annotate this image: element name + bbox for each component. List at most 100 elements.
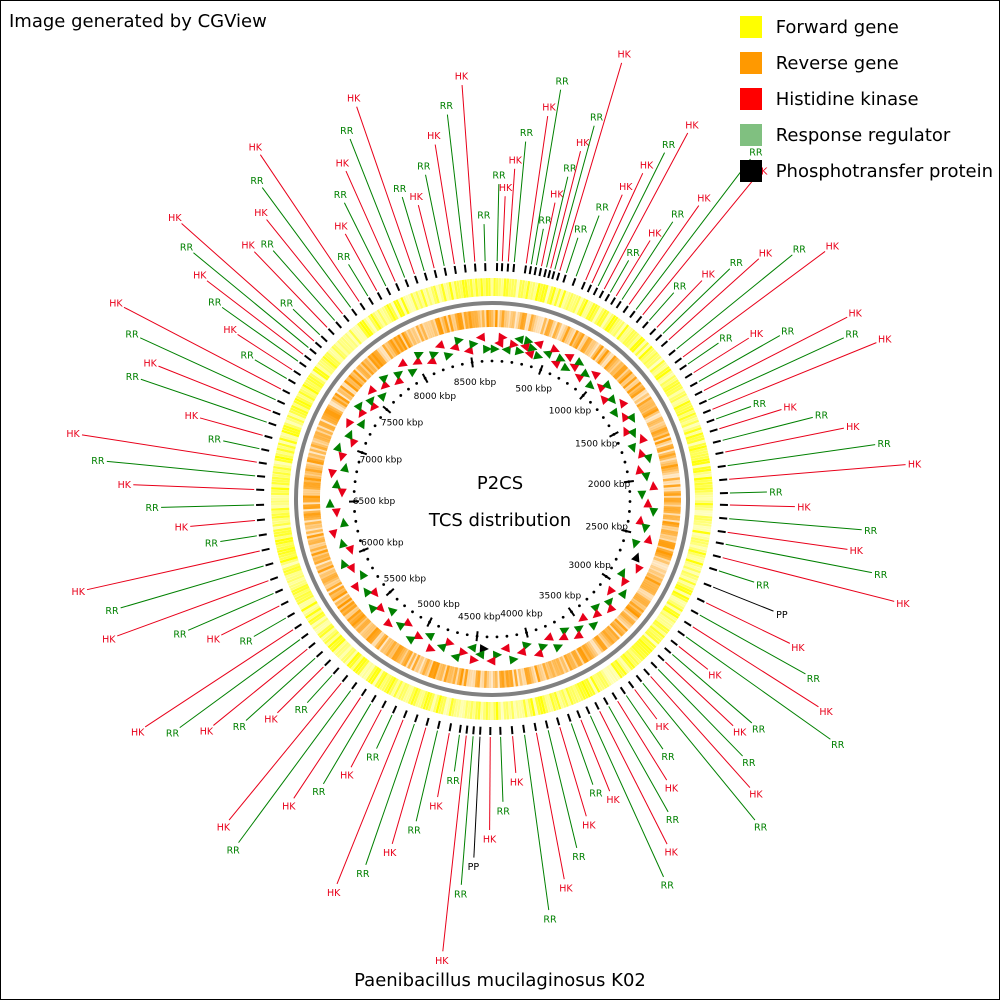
tcs-arrow <box>356 419 365 430</box>
forward-gene-mark <box>365 316 378 333</box>
reverse-gene-mark <box>615 616 630 631</box>
tcs-arrow <box>643 534 653 545</box>
forward-gene-mark <box>274 534 293 541</box>
reverse-gene-mark <box>635 592 651 604</box>
tcs-arrow <box>558 632 569 641</box>
tcs-arrow <box>578 612 589 622</box>
forward-gene-mark <box>534 696 541 716</box>
reverse-gene-mark <box>324 577 341 588</box>
forward-gene-mark <box>686 437 705 445</box>
tcs-arrow <box>345 544 354 555</box>
feature-position-tick <box>453 265 457 275</box>
reverse-gene-mark <box>321 416 338 426</box>
forward-gene-mark <box>435 695 443 714</box>
forward-gene-mark <box>397 298 408 316</box>
tcs-arrow <box>641 472 651 482</box>
scale-tick-label: 4500 kbp <box>458 612 501 622</box>
feature-label: RR <box>312 787 326 798</box>
feature-position-tick <box>370 694 377 703</box>
forward-gene-mark <box>585 678 596 696</box>
forward-gene-mark <box>663 381 681 393</box>
tcs-arrow <box>450 653 461 663</box>
reverse-gene-mark <box>304 475 322 480</box>
feature-position-tick <box>404 279 410 288</box>
feature-position-tick <box>715 541 724 545</box>
forward-gene-mark <box>284 567 302 576</box>
feature-label: RR <box>337 252 351 263</box>
feature-leader-line <box>535 228 544 266</box>
histidine-kinase-swatch <box>739 88 762 110</box>
reverse-gene-mark <box>662 472 680 478</box>
forward-gene-mark <box>400 296 410 315</box>
forward-gene-mark <box>694 505 713 509</box>
reverse-gene-mark <box>428 320 437 338</box>
tcs-arrow <box>580 368 590 378</box>
forward-gene-mark <box>342 648 357 664</box>
forward-gene-mark <box>656 615 674 628</box>
reverse-gene-mark <box>322 414 339 424</box>
scale-tick-label: 6500 kbp <box>353 497 396 507</box>
forward-gene-mark <box>694 481 713 486</box>
reverse-gene-mark <box>576 334 587 351</box>
feature-label: HK <box>733 727 747 738</box>
reverse-gene-mark <box>339 385 355 398</box>
forward-gene-mark <box>445 282 452 301</box>
reverse-gene-mark <box>513 311 519 329</box>
tcs-arrow <box>549 344 560 353</box>
reverse-gene-mark <box>458 312 465 330</box>
forward-gene-mark <box>598 310 610 328</box>
reverse-gene-mark <box>452 667 459 685</box>
forward-gene-mark <box>505 278 510 297</box>
feature-position-tick <box>709 566 718 572</box>
reverse-gene-mark <box>313 435 331 444</box>
forward-gene-mark <box>541 695 549 714</box>
forward-gene-mark <box>412 688 422 707</box>
feature-label: RR <box>589 789 603 800</box>
feature-position-tick <box>324 659 332 667</box>
reverse-gene-mark <box>509 669 514 688</box>
reverse-gene-mark <box>637 398 654 410</box>
forward-gene-mark <box>315 621 332 635</box>
reverse-gene-mark <box>387 340 399 356</box>
feature-leader-line <box>512 736 517 774</box>
forward-gene-mark <box>670 392 688 404</box>
reverse-gene-mark <box>527 666 534 684</box>
scale-dot <box>379 416 383 419</box>
forward-gene-mark <box>604 666 617 684</box>
reverse-gene-mark <box>401 649 412 666</box>
forward-gene-mark <box>378 673 391 691</box>
feature-leader-line <box>656 280 703 328</box>
feature-position-tick <box>314 341 323 349</box>
forward-gene-mark <box>507 701 512 720</box>
feature-label: HK <box>264 715 278 726</box>
scale-dot <box>480 359 484 363</box>
reverse-gene-mark <box>517 668 523 686</box>
feature-label: RR <box>807 674 821 685</box>
reverse-gene-mark <box>329 586 346 598</box>
scale-tick-label: 1000 kbp <box>549 406 592 416</box>
forward-gene-mark <box>585 302 596 320</box>
forward-gene-mark <box>352 325 366 342</box>
tcs-arrow <box>606 394 616 405</box>
reverse-gene-mark <box>557 324 567 341</box>
feature-leader-line <box>693 337 750 374</box>
forward-gene-mark <box>674 402 692 413</box>
feature-label: RR <box>671 210 685 221</box>
tcs-arrow <box>573 630 584 639</box>
scale-dot <box>543 624 547 628</box>
forward-gene-mark <box>307 611 325 624</box>
tcs-arrow <box>500 643 510 653</box>
tcs-arrow <box>328 529 338 539</box>
forward-gene-mark <box>539 284 547 303</box>
scale-dot <box>353 510 356 513</box>
reverse-gene-mark <box>549 660 559 677</box>
forward-gene-mark <box>680 572 699 581</box>
forward-gene-mark <box>686 434 705 443</box>
forward-gene-mark <box>272 519 291 525</box>
forward-gene-mark <box>369 668 382 685</box>
reverse-gene-mark <box>538 316 546 334</box>
feature-position-tick <box>703 582 712 588</box>
reverse-gene-mark <box>523 667 530 685</box>
feature-label: RR <box>261 239 275 250</box>
forward-gene-mark <box>395 299 406 317</box>
